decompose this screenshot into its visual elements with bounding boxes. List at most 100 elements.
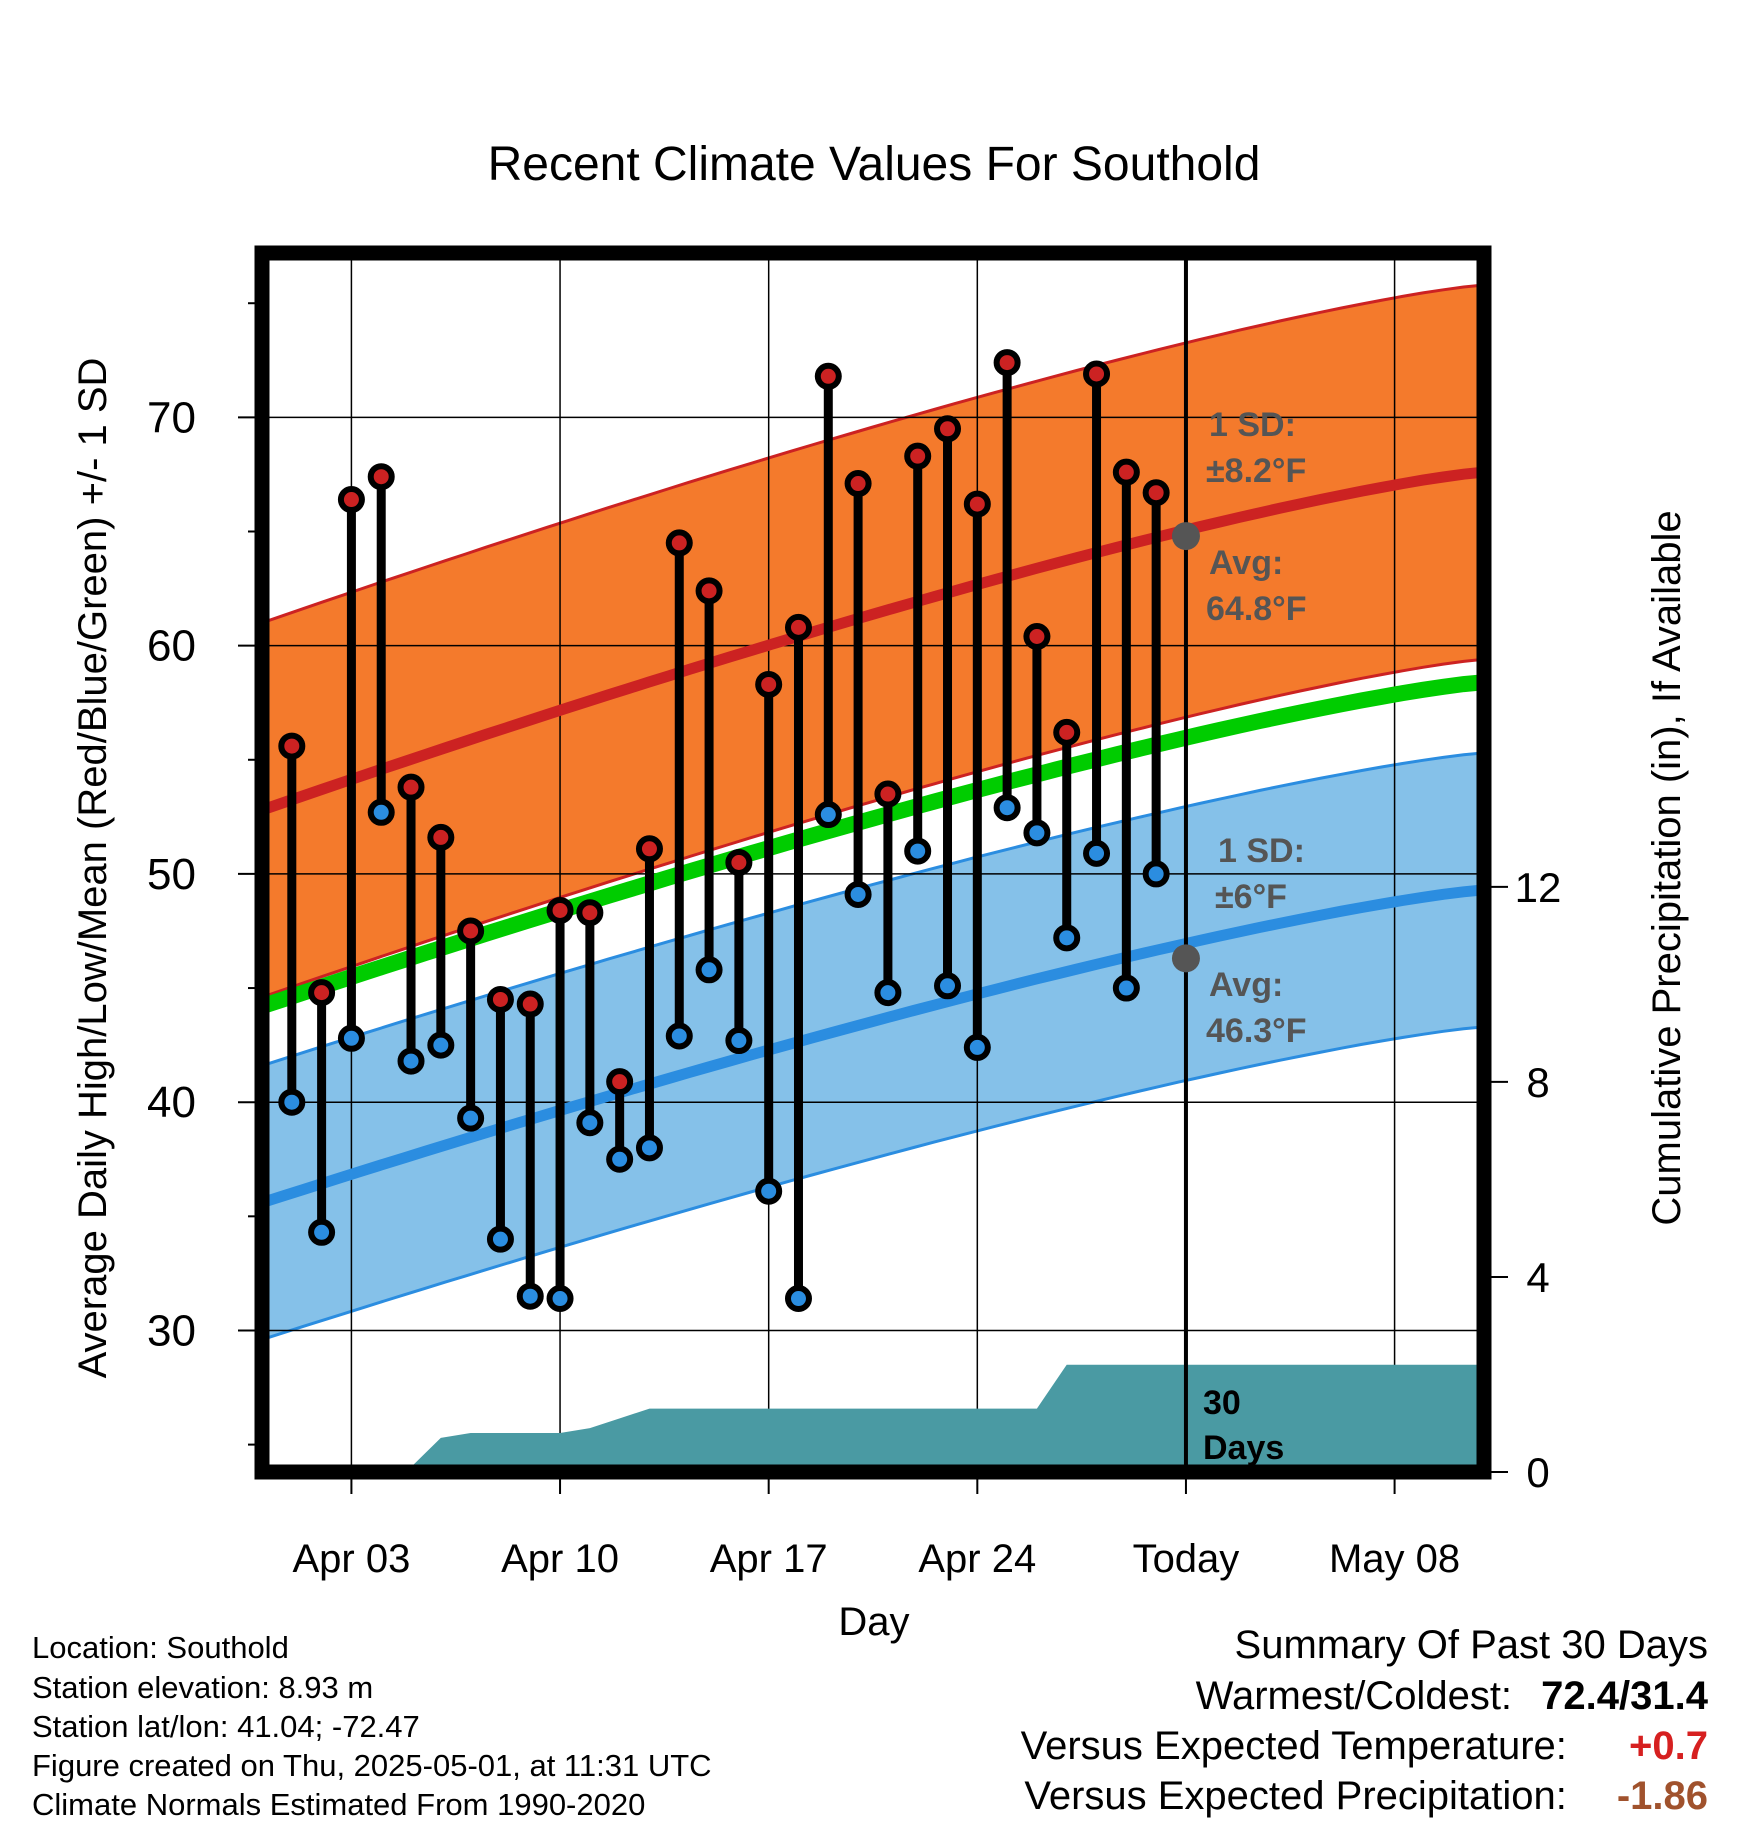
low-point — [695, 956, 723, 984]
low-avg-value: 46.3°F — [1206, 1012, 1307, 1050]
plot-frame — [254, 245, 1492, 1480]
low-point — [784, 1285, 812, 1313]
low-point — [814, 801, 842, 829]
info-created: Figure created on Thu, 2025-05-01, at 11… — [32, 1748, 712, 1783]
low-point — [844, 880, 872, 908]
low-point — [486, 1225, 514, 1253]
summary-precip: Versus Expected Precipitation: -1.86 — [1024, 1774, 1708, 1819]
high-point — [874, 780, 902, 808]
high-point — [665, 529, 693, 557]
low-point — [934, 972, 962, 1000]
x-tick-label: Apr 17 — [710, 1537, 828, 1581]
low-point — [904, 837, 932, 865]
high-point — [397, 773, 425, 801]
high-point — [1112, 458, 1140, 486]
high-point — [606, 1068, 634, 1096]
plot-area — [262, 253, 1484, 1472]
precip-days-count: 30 — [1203, 1384, 1241, 1422]
low-sd-upper-edge — [262, 751, 1484, 1068]
high-point — [337, 486, 365, 514]
y-tick-label-left: 60 — [147, 622, 196, 671]
info-latlon: Station lat/lon: 41.04; -72.47 — [32, 1709, 420, 1744]
x-tick-label: Today — [1133, 1537, 1240, 1581]
warm-cold-value: 72.4/31.4 — [1541, 1674, 1708, 1718]
y-axis-label-right: Cumulative Precipitation (in), If Availa… — [1645, 510, 1689, 1225]
precip-value: -1.86 — [1616, 1774, 1708, 1818]
today-low-avg-marker — [1171, 944, 1200, 973]
precipitation-area — [262, 1364, 1484, 1472]
low-point — [546, 1285, 574, 1313]
y-tick-label-right: 12 — [1515, 864, 1562, 911]
low-point — [1023, 819, 1051, 847]
y-axis-label-left: Average Daily High/Low/Mean (Red/Blue/Gr… — [71, 358, 115, 1379]
low-sd-label: 1 SD: — [1218, 832, 1305, 870]
low-point — [665, 1022, 693, 1050]
high-point — [546, 896, 574, 924]
y-tick-label-left: 30 — [147, 1306, 196, 1355]
low-point — [516, 1282, 544, 1310]
high-point — [516, 990, 544, 1018]
y-tick-label-left: 40 — [147, 1078, 196, 1127]
high-point — [635, 835, 663, 863]
low-point — [576, 1109, 604, 1137]
high-point — [695, 577, 723, 605]
high-point — [993, 349, 1021, 377]
high-point — [1023, 623, 1051, 651]
normal-high-line — [262, 466, 1484, 816]
low-point — [457, 1104, 485, 1132]
high-point — [814, 362, 842, 390]
low-point — [635, 1134, 663, 1162]
info-location: Location: Southold — [32, 1630, 289, 1665]
y-tick-label-right: 8 — [1526, 1059, 1549, 1106]
high-avg-label: Avg: — [1209, 544, 1283, 582]
low-point — [606, 1145, 634, 1173]
high-point — [1083, 360, 1111, 388]
low-point — [963, 1033, 991, 1061]
high-sd-band — [262, 285, 1484, 998]
low-point — [367, 798, 395, 826]
summary-warm-cold: Warmest/Coldest: 72.4/31.4 — [1196, 1674, 1708, 1719]
low-point — [337, 1024, 365, 1052]
temp-value: +0.7 — [1629, 1724, 1708, 1768]
high-sd-value: ±8.2°F — [1206, 452, 1306, 490]
low-point — [725, 1027, 753, 1055]
high-point — [784, 613, 812, 641]
today-high-avg-marker — [1171, 522, 1200, 551]
low-point — [427, 1031, 455, 1059]
low-point — [1142, 860, 1170, 888]
x-tick-label: Apr 10 — [501, 1537, 619, 1581]
info-elevation: Station elevation: 8.93 m — [32, 1670, 374, 1705]
x-tick-label: May 08 — [1329, 1537, 1460, 1581]
x-axis-label: Day — [838, 1600, 909, 1644]
y-tick-label-left: 50 — [147, 850, 196, 899]
low-sd-lower-edge — [262, 1025, 1484, 1342]
low-sd-band — [262, 752, 1484, 1340]
high-point — [963, 490, 991, 518]
high-point — [576, 899, 604, 927]
x-tick-label: Apr 03 — [292, 1537, 410, 1581]
precip-days-word: Days — [1203, 1429, 1284, 1467]
high-point — [457, 917, 485, 945]
low-point — [755, 1177, 783, 1205]
x-tick-label: Apr 24 — [918, 1537, 1036, 1581]
warm-cold-label: Warmest/Coldest: — [1195, 1674, 1513, 1718]
precip-label: Versus Expected Precipitation: — [1024, 1774, 1567, 1818]
y-tick-label-right: 0 — [1526, 1449, 1549, 1496]
high-point — [844, 470, 872, 498]
summary-temp: Versus Expected Temperature: +0.7 — [1021, 1724, 1708, 1769]
summary-heading: Summary Of Past 30 Days — [1234, 1623, 1708, 1667]
chart-title: Recent Climate Values For Southold — [488, 138, 1261, 191]
high-avg-value: 64.8°F — [1206, 590, 1307, 628]
high-point — [308, 979, 336, 1007]
high-sd-label: 1 SD: — [1209, 406, 1296, 444]
low-point — [1053, 924, 1081, 952]
high-point — [934, 415, 962, 443]
low-point — [397, 1047, 425, 1075]
y-tick-label-right: 4 — [1526, 1254, 1549, 1301]
high-point — [725, 849, 753, 876]
low-sd-value: ±6°F — [1215, 878, 1287, 916]
low-point — [278, 1088, 306, 1116]
low-point — [308, 1218, 336, 1246]
y-tick-label-left: 70 — [147, 393, 196, 442]
